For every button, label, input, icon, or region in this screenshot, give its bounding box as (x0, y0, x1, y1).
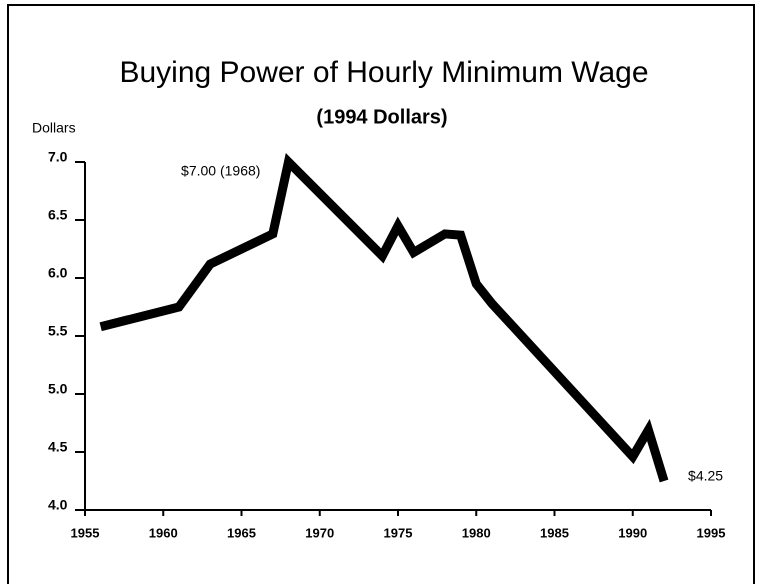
chart-title: Buying Power of Hourly Minimum Wage (119, 56, 648, 89)
y-tick-label: 7.0 (48, 149, 68, 165)
x-tick-label: 1980 (462, 525, 491, 540)
y-tick-label: 4.0 (48, 497, 68, 513)
x-tick-label: 1955 (71, 525, 100, 540)
data-line (99, 152, 669, 483)
x-tick-label: 1985 (540, 525, 569, 540)
x-tick-label: 1995 (697, 525, 726, 540)
y-tick-label: 6.0 (48, 265, 68, 281)
frame (7, 4, 755, 584)
y-tick-label: 5.0 (48, 381, 68, 397)
x-tick-label: 1975 (384, 525, 413, 540)
annotation: $4.25 (688, 468, 723, 484)
x-tick-label: 1990 (618, 525, 647, 540)
x-tick-label: 1965 (227, 525, 256, 540)
y-tick-label: 4.5 (48, 439, 68, 455)
y-tick-label: 5.5 (48, 323, 68, 339)
y-axis-label: Dollars (32, 120, 76, 136)
x-tick-label: 1960 (149, 525, 178, 540)
x-tick-label: 1970 (305, 525, 334, 540)
annotation: $7.00 (1968) (181, 163, 260, 179)
y-tick-label: 6.5 (48, 207, 68, 223)
chart-subtitle: (1994 Dollars) (316, 106, 447, 128)
